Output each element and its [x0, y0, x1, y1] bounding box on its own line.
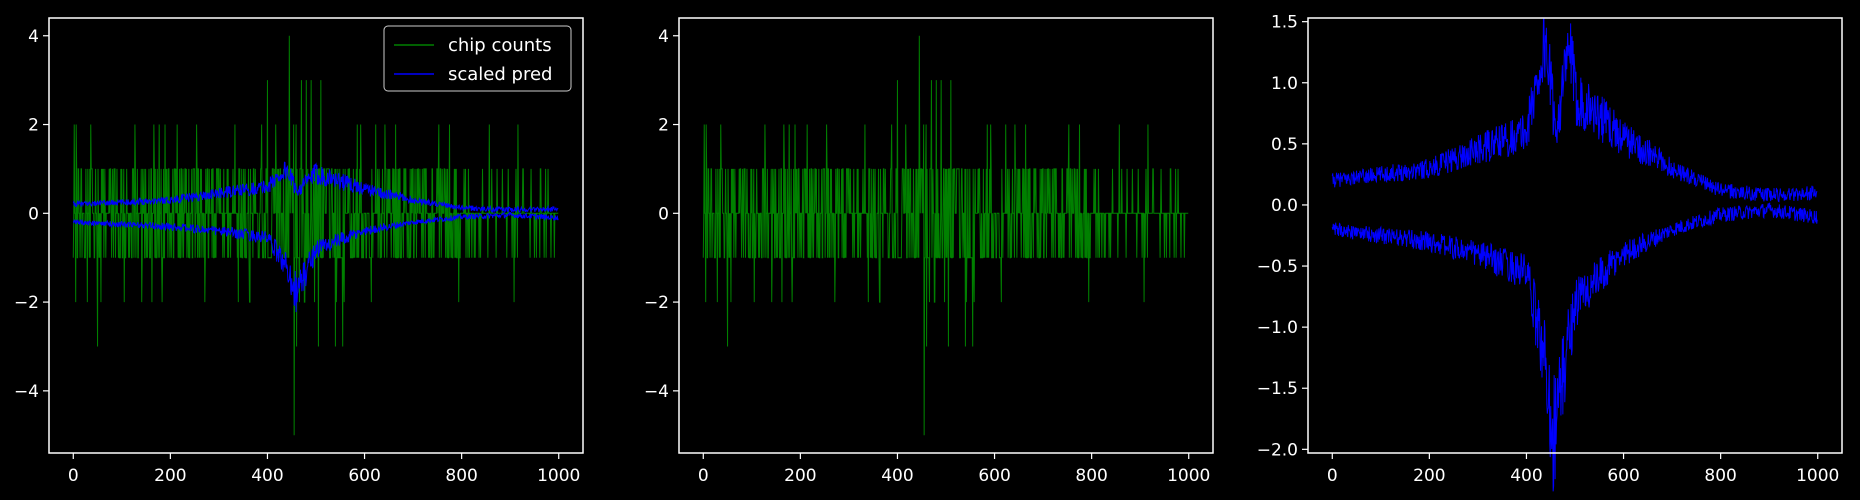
x-tick-label: 1000 [1167, 466, 1210, 486]
y-tick-label: −0.5 [1257, 257, 1298, 277]
x-tick-label: 800 [1075, 466, 1107, 486]
x-tick-label: 1000 [537, 466, 580, 486]
series-line-scaled-pred-lower [72, 211, 559, 313]
y-tick-label: −2 [14, 293, 39, 313]
series-line-scaled-pred-upper [1331, 17, 1818, 203]
series-line-chip-counts [72, 35, 559, 436]
x-tick-label: 800 [1704, 466, 1736, 486]
series-line-chip-counts [702, 35, 1189, 436]
x-tick-label: 400 [1510, 466, 1542, 486]
x-tick-label: 400 [881, 466, 913, 486]
y-tick-label: 4 [658, 27, 669, 47]
chart-panel-right: 0 200 400 600 800 1000 −2.0 −1.5 −1.0 −0.5 0.0 0.5 1… [1257, 13, 1843, 492]
y-tick-label: 0 [28, 204, 39, 224]
x-tick-label: 400 [251, 466, 283, 486]
plot-area-middle [702, 35, 1189, 436]
series-line-scaled-pred-upper [72, 161, 559, 214]
y-tick-label: 2 [658, 116, 669, 136]
y-tick-label: −1.0 [1257, 318, 1298, 338]
x-tick-label: 800 [445, 466, 477, 486]
axis-ticks-middle: 0 200 400 600 800 1000 −4 −2 0 2 4 [644, 27, 1210, 486]
series-line-scaled-pred-lower [1331, 202, 1818, 492]
x-tick-label: 0 [1327, 466, 1338, 486]
x-tick-label: 200 [1413, 466, 1445, 486]
x-tick-label: 0 [698, 466, 709, 486]
plot-area-right [1331, 17, 1818, 492]
x-tick-label: 1000 [1796, 466, 1839, 486]
y-tick-label: 0.5 [1271, 135, 1298, 155]
axes-frame-left [48, 17, 584, 454]
y-tick-label: −2 [644, 293, 669, 313]
y-tick-label: 1.5 [1271, 13, 1298, 33]
y-tick-label: 0 [658, 204, 669, 224]
axis-ticks-right: 0 200 400 600 800 1000 −2.0 −1.5 −1.0 −0.5 0.0 0.5 1… [1257, 13, 1840, 486]
y-tick-label: −4 [644, 382, 669, 402]
y-tick-label: 1.0 [1271, 74, 1298, 94]
axes-frame-right [1307, 17, 1843, 454]
x-tick-label: 0 [68, 466, 79, 486]
chart-panel-left: 0 200 400 600 800 1000 −4 −2 0 2 4 chip counts sca… [14, 17, 584, 486]
legend-label-scaled-pred: scaled pred [448, 64, 552, 85]
y-tick-label: 0.0 [1271, 196, 1298, 216]
x-tick-label: 600 [978, 466, 1010, 486]
legend: chip counts scaled pred [383, 25, 572, 92]
axis-ticks-left: 0 200 400 600 800 1000 −4 −2 0 2 4 [14, 27, 580, 486]
legend-label-chip-counts: chip counts [448, 35, 552, 56]
y-tick-label: −4 [14, 382, 39, 402]
y-tick-label: 4 [28, 27, 39, 47]
axes-frame-middle [678, 17, 1214, 454]
chart-panel-middle: 0 200 400 600 800 1000 −4 −2 0 2 4 [644, 17, 1214, 486]
y-tick-label: −2.0 [1257, 440, 1298, 460]
y-tick-label: 2 [28, 116, 39, 136]
x-tick-label: 200 [154, 466, 186, 486]
plot-area-left [72, 35, 559, 436]
y-tick-label: −1.5 [1257, 379, 1298, 399]
x-tick-label: 600 [348, 466, 380, 486]
x-tick-label: 600 [1607, 466, 1639, 486]
x-tick-label: 200 [784, 466, 816, 486]
